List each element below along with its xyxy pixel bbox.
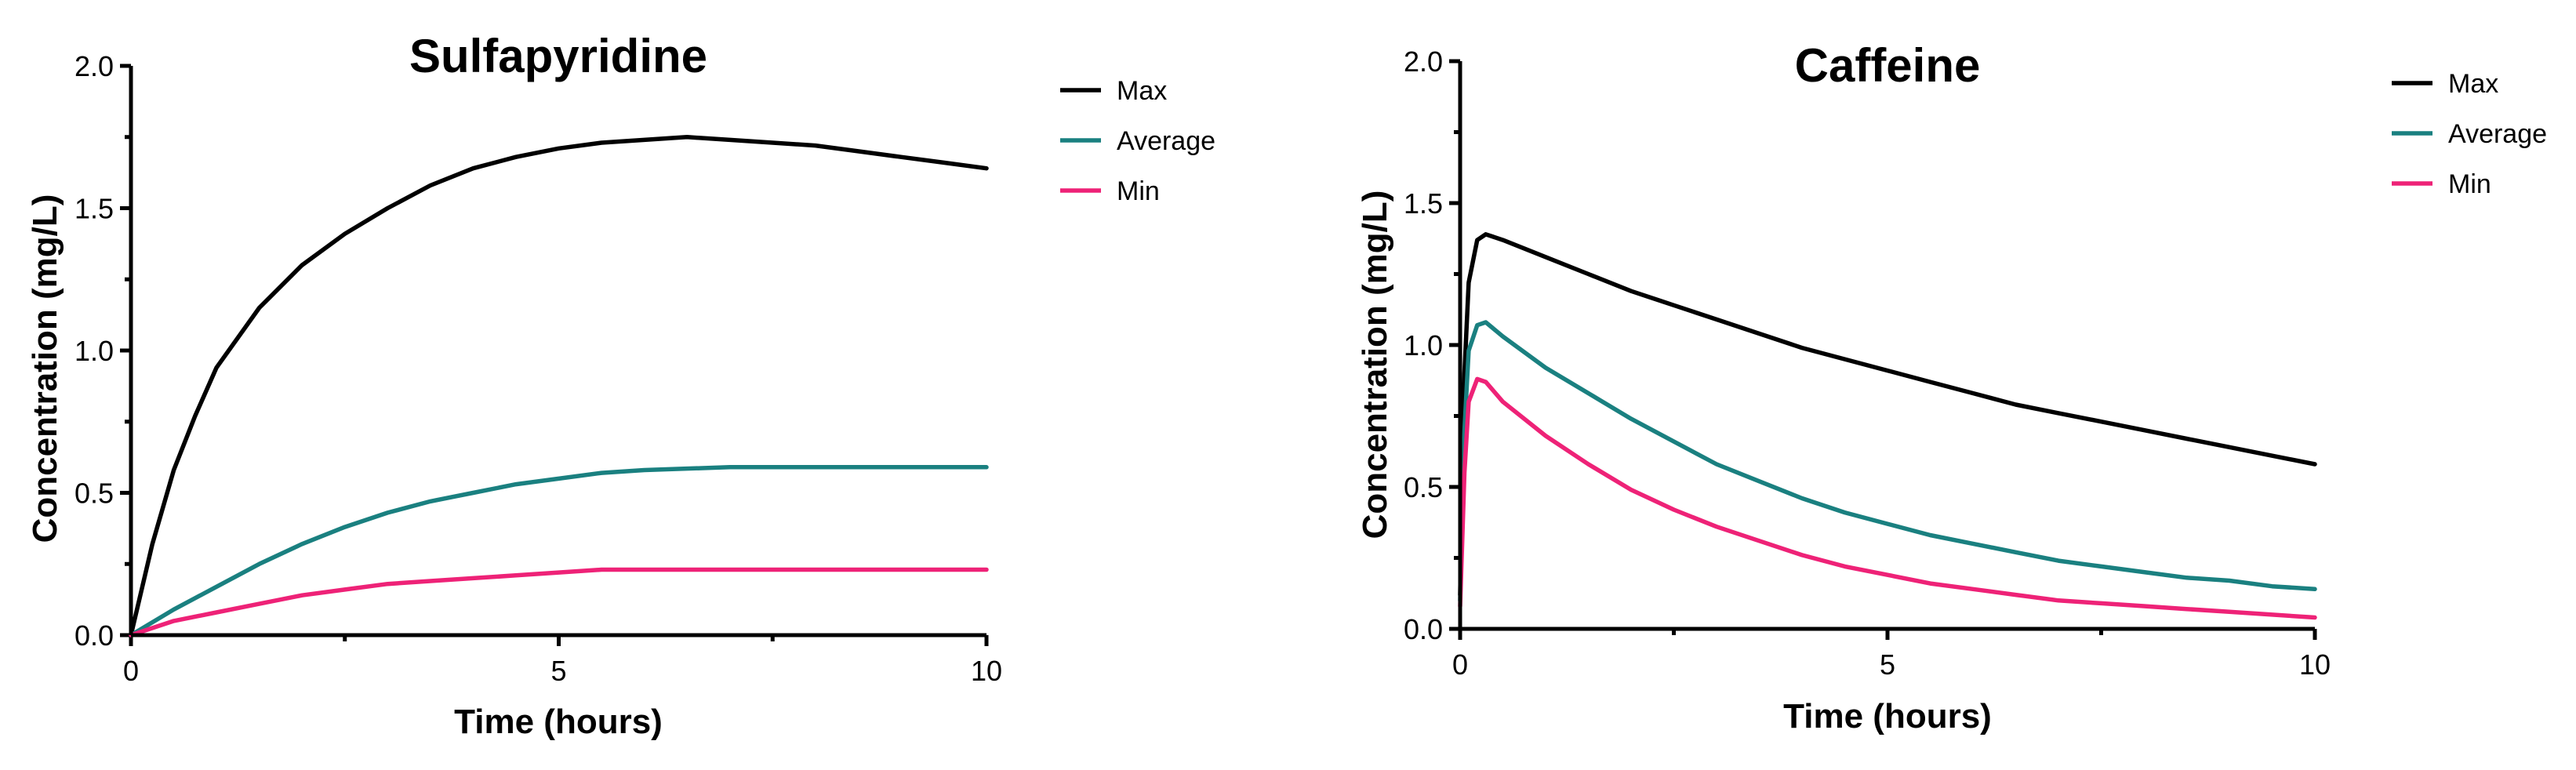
y-axis-title: Concentration (mg/L) <box>1356 191 1394 539</box>
series-lines <box>129 135 989 637</box>
chart-title: Sulfapyridine <box>409 30 707 82</box>
y-tick-label: 0.0 <box>74 619 114 652</box>
y-tick-label: 0.5 <box>74 478 114 510</box>
y-tick-label: 2.0 <box>1404 45 1443 78</box>
y-tick-label: 2.0 <box>74 50 114 82</box>
legend-label-average: Average <box>1117 126 1215 156</box>
series-line-max <box>129 135 989 637</box>
axis-ticks: 0.0 0.5 1.0 1.5 2.0 0 5 10 <box>74 50 1002 687</box>
x-tick-label: 5 <box>550 655 566 687</box>
series-lines <box>1458 232 2317 620</box>
x-tick-label: 10 <box>2299 648 2331 681</box>
x-tick-label: 0 <box>1452 648 1468 681</box>
legend-label-max: Max <box>2448 69 2498 99</box>
legend-label-min: Min <box>2448 169 2491 199</box>
y-tick-label: 1.5 <box>74 193 114 225</box>
legend: Max Average Min <box>2392 69 2547 199</box>
chart-title: Caffeine <box>1795 39 1981 92</box>
chart-sulfapyridine: Sulfapyridine Time (hours) Concentration… <box>26 30 1215 741</box>
series-line-average <box>1458 320 2317 603</box>
y-tick-label: 1.5 <box>1404 187 1443 220</box>
y-tick-label: 1.0 <box>74 335 114 367</box>
x-tick-label: 10 <box>971 655 1002 687</box>
legend-label-min: Min <box>1117 176 1160 206</box>
x-axis-title: Time (hours) <box>1783 697 1992 735</box>
x-tick-label: 0 <box>123 655 139 687</box>
series-line-min <box>129 567 989 637</box>
legend-label-max: Max <box>1117 76 1167 106</box>
chart-caffeine: Caffeine Time (hours) Concentration (mg/… <box>1356 39 2547 735</box>
x-tick-label: 5 <box>1880 648 1895 681</box>
y-axis-title: Concentration (mg/L) <box>26 194 64 543</box>
y-tick-label: 1.0 <box>1404 329 1443 361</box>
series-line-max <box>1458 232 2317 597</box>
series-line-min <box>1458 376 2317 620</box>
x-axis-title: Time (hours) <box>454 703 663 741</box>
y-tick-label: 0.5 <box>1404 471 1443 503</box>
legend-label-average: Average <box>2448 119 2547 149</box>
y-tick-label: 0.0 <box>1404 613 1443 645</box>
legend: Max Average Min <box>1060 76 1215 206</box>
series-line-average <box>129 465 989 637</box>
